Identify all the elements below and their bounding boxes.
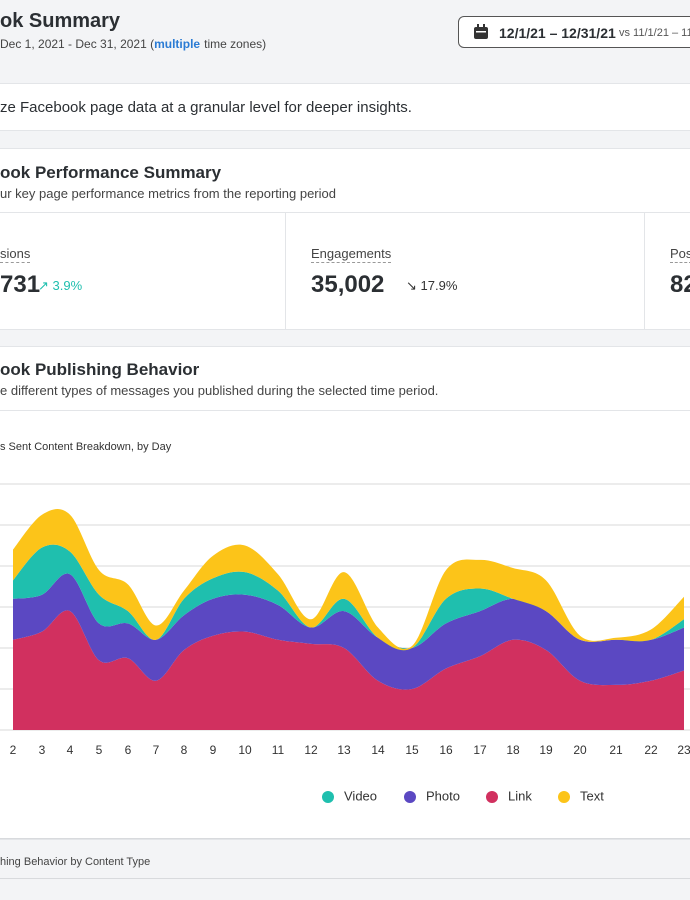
x-tick-label: 20 [573, 743, 587, 757]
x-tick-label: 12 [304, 743, 318, 757]
compare-label: vs 11/1/21 – 11 [619, 27, 690, 39]
divider [644, 212, 645, 329]
area [13, 509, 684, 651]
divider [0, 878, 690, 879]
x-tick-label: 13 [337, 743, 351, 757]
legend-label: Text [580, 788, 604, 803]
legend-swatch [558, 791, 570, 803]
legend-label: Link [508, 788, 532, 803]
x-tick-label: 6 [125, 743, 132, 757]
metric-change: ↘ 17.9% [406, 278, 457, 294]
date-range: Dec 1, 2021 - Dec 31, 2021 (multiple time… [0, 37, 266, 51]
x-tick-label: 10 [238, 743, 252, 757]
x-tick-label: 17 [473, 743, 487, 757]
arrow-up: ↗ [38, 278, 53, 293]
x-tick-label: 21 [609, 743, 623, 757]
x-tick-label: 2 [10, 743, 17, 757]
x-tick-label: 3 [39, 743, 46, 757]
intro-text: ze Facebook page data at a granular leve… [0, 99, 412, 116]
section-title: ook Performance Summary [0, 163, 222, 182]
date-button-label: 12/1/21 – 12/31/21 [499, 25, 616, 41]
area [13, 573, 684, 690]
section-subtitle: ur key page performance metrics from the… [0, 186, 336, 201]
x-tick-label: 9 [210, 743, 217, 757]
x-tick-label: 16 [439, 743, 453, 757]
calendar-icon [474, 24, 488, 39]
x-tick-label: 5 [96, 743, 103, 757]
legend-label: Video [344, 788, 377, 803]
metric-label: Pos [670, 246, 690, 263]
legend-swatch [322, 791, 334, 803]
metric-label: sions [0, 246, 31, 263]
divider [285, 212, 286, 329]
x-tick-label: 19 [539, 743, 553, 757]
x-tick-label: 7 [153, 743, 160, 757]
x-tick-label: 15 [405, 743, 419, 757]
divider [0, 212, 690, 213]
metric-value: 82 [670, 271, 690, 298]
date-picker[interactable]: 12/1/21 – 12/31/21 vs 11/1/21 – 11 [458, 16, 690, 48]
x-tick-label: 22 [644, 743, 658, 757]
x-tick-label: 14 [371, 743, 385, 757]
legend-swatch [486, 791, 498, 803]
x-tick-label: 18 [506, 743, 520, 757]
metric-value: 731 [0, 271, 41, 298]
section-subtitle: e different types of messages you publis… [0, 383, 439, 398]
chart-title: s Sent Content Breakdown, by Day [0, 441, 172, 453]
intro-card: ze Facebook page data at a granular leve… [0, 83, 690, 131]
metric-change-value: 17.9% [420, 278, 458, 293]
section-label: hing Behavior by Content Type [0, 856, 151, 868]
legend-swatch [404, 791, 416, 803]
legend-label: Photo [426, 788, 460, 803]
metric-label: Engagements [311, 246, 392, 263]
page-title: ok Summary [0, 10, 121, 32]
metric-change: ↗ 3.9% [38, 278, 82, 294]
x-tick-label: 11 [272, 743, 285, 757]
x-tick-label: 4 [67, 743, 74, 757]
section-title: ook Publishing Behavior [0, 360, 200, 379]
date-range-text: Dec 1, 2021 - Dec 31, 2021 ( [0, 37, 155, 51]
time-zone-link[interactable]: multiple [154, 37, 201, 51]
x-tick-label: 23 [677, 743, 690, 757]
arrow-down: ↘ [406, 278, 421, 293]
time-zone-text: time zones) [204, 37, 267, 51]
area [13, 610, 684, 730]
divider [0, 410, 690, 411]
metric-value: 35,002 [311, 271, 385, 298]
performance-card: ook Performance Summary ur key page perf… [0, 148, 690, 330]
x-tick-label: 8 [181, 743, 188, 757]
divider [0, 838, 690, 839]
metric-change-value: 3.9% [52, 278, 83, 293]
